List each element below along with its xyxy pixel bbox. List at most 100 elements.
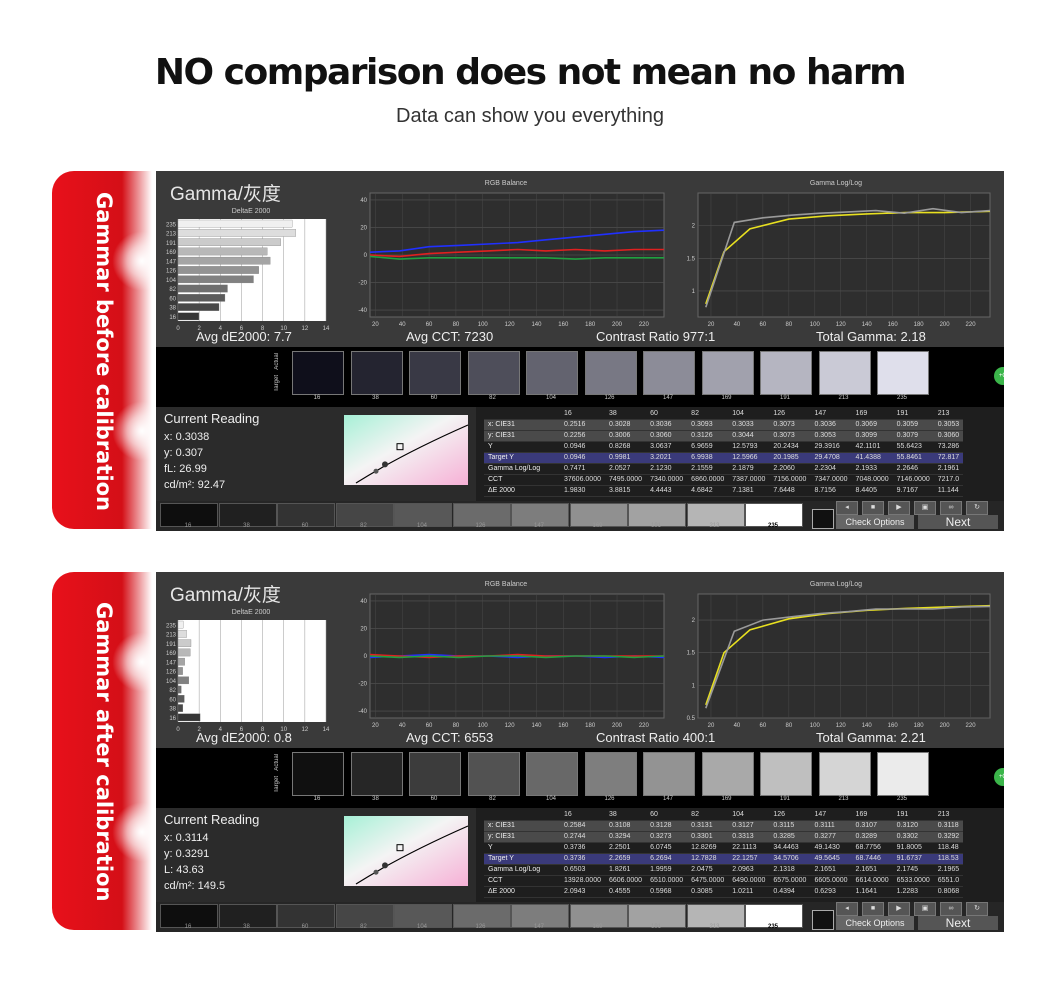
level-button[interactable]: [277, 503, 335, 527]
table-cell: 2.2659: [604, 853, 647, 865]
table-cell: 29.4708: [810, 452, 852, 464]
level-button[interactable]: [160, 503, 218, 527]
next-button[interactable]: Next: [918, 515, 998, 529]
level-button[interactable]: [686, 503, 745, 527]
measurement-point: [382, 862, 388, 869]
play-icon[interactable]: ▶: [888, 902, 910, 916]
stop-icon[interactable]: ■: [862, 902, 884, 916]
table-cell: 3.2021: [646, 452, 688, 464]
table-cell: 0.5968: [646, 886, 688, 898]
target-marker: [396, 443, 404, 451]
level-button[interactable]: [511, 503, 569, 527]
rewind-icon[interactable]: ◂: [836, 501, 858, 515]
refresh-icon[interactable]: ↻: [966, 902, 988, 916]
check-options-button[interactable]: Check Options: [836, 916, 914, 930]
table-header-cell: 169: [851, 810, 893, 821]
level-button[interactable]: [452, 503, 511, 527]
stop-icon[interactable]: ■: [862, 501, 884, 515]
level-button[interactable]: [218, 503, 277, 527]
level-button[interactable]: [745, 904, 803, 928]
level-button[interactable]: [335, 904, 394, 928]
de-xtick-label: 14: [323, 326, 330, 332]
table-cell: 0.2584: [560, 820, 605, 832]
level-selector-bar: 16 38 60 82 104 126 147 169 191 213 235 ◂ ■ ▶ ▣ ∞ ↻ Check…: [156, 902, 1004, 932]
level-button-label: 16: [184, 523, 192, 529]
link-icon[interactable]: ∞: [940, 501, 962, 515]
table-cell: 0.3285: [769, 831, 811, 843]
section-label-text: Gammar after calibration: [92, 602, 116, 902]
level-button[interactable]: [628, 503, 686, 527]
save-icon[interactable]: ▣: [914, 902, 936, 916]
rgb-ytick-label: 40: [360, 599, 367, 605]
de-bar: [177, 695, 185, 703]
level-button[interactable]: [569, 503, 628, 527]
gray-swatch: [292, 752, 344, 796]
table-cell: 0.3073: [769, 419, 811, 431]
level-button[interactable]: [686, 904, 745, 928]
gamma-xtick-label: 20: [708, 723, 715, 729]
gray-swatch: [350, 351, 403, 395]
stop-button[interactable]: [812, 910, 834, 930]
calibration-section: Gammar after calibration Gamma/灰度 DeltaE 2…: [52, 572, 1004, 932]
de-bar: [177, 648, 191, 657]
gray-swatch: [526, 351, 578, 395]
gamma-xtick-label: 200: [940, 322, 951, 328]
table-row: y: CIE31 0.2744 0.3294 0.3273 0.3301 0.3313 0.…: [484, 831, 964, 843]
table-row-label: x: CIE31: [484, 419, 560, 431]
de-bar: [177, 256, 271, 265]
level-button[interactable]: [335, 503, 394, 527]
level-button[interactable]: [277, 904, 335, 928]
level-button[interactable]: [218, 904, 277, 928]
green-badge[interactable]: +G: [994, 367, 1004, 385]
swatch-level-label: 16: [313, 395, 321, 401]
table-cell: 1.8261: [604, 864, 647, 876]
table-cell: 2.1961: [933, 463, 964, 475]
level-button-label: 16: [184, 924, 192, 930]
stat-contrast: Contrast Ratio 400:1: [596, 730, 716, 745]
level-button[interactable]: [160, 904, 218, 928]
table-cell: 1.0211: [728, 886, 770, 898]
de-bar: [177, 266, 259, 274]
level-button[interactable]: [452, 904, 511, 928]
gray-swatch: [877, 752, 929, 796]
level-button[interactable]: [394, 904, 452, 928]
level-button[interactable]: [394, 503, 452, 527]
level-button-label: 82: [360, 924, 367, 930]
table-row: CCT 37606.0000 7495.0000 7340.0000 6860.0000…: [484, 474, 964, 486]
table-row-label: ΔE 2000: [484, 485, 560, 497]
stop-button[interactable]: [812, 509, 834, 529]
play-icon[interactable]: ▶: [888, 501, 910, 515]
de-xtick-label: 8: [261, 727, 265, 733]
save-icon[interactable]: ▣: [914, 501, 936, 515]
gamma-xtick-label: 60: [760, 723, 767, 729]
rgb-xtick-label: 100: [478, 322, 489, 328]
next-button[interactable]: Next: [918, 916, 998, 930]
de-bar: [177, 639, 192, 647]
table-header-cell: 60: [646, 409, 688, 420]
gamma-xtick-label: 220: [966, 723, 977, 729]
table-cell: 0.3085: [687, 886, 729, 898]
level-button[interactable]: [511, 904, 569, 928]
level-button[interactable]: [628, 904, 686, 928]
link-icon[interactable]: ∞: [940, 902, 962, 916]
table-cell: 7387.0000: [728, 474, 770, 486]
table-cell: 0.3079: [892, 430, 934, 442]
table-cell: 7495.0000: [604, 474, 647, 486]
rewind-icon[interactable]: ◂: [836, 902, 858, 916]
check-options-button[interactable]: Check Options: [836, 515, 914, 529]
table-cell: 12.5793: [728, 441, 770, 453]
table-cell: 49.5645: [810, 853, 852, 865]
level-button-label: 213: [709, 523, 720, 529]
refresh-icon[interactable]: ↻: [966, 501, 988, 515]
reading-fl: L: 43.63: [164, 864, 204, 876]
level-button[interactable]: [745, 503, 803, 527]
green-badge[interactable]: +G: [994, 768, 1004, 786]
stat-contrast: Contrast Ratio 977:1: [596, 329, 716, 344]
table-row: CCT 13928.0000 6606.0000 6510.0000 6475.0000…: [484, 875, 964, 887]
swatch-label-target: Target: [274, 776, 280, 793]
rgb-xtick-label: 180: [585, 322, 596, 328]
table-header-cell: 16: [560, 409, 605, 420]
gamma-xtick-label: 160: [888, 723, 899, 729]
level-button[interactable]: [569, 904, 628, 928]
gamma-xtick-label: 160: [888, 322, 899, 328]
